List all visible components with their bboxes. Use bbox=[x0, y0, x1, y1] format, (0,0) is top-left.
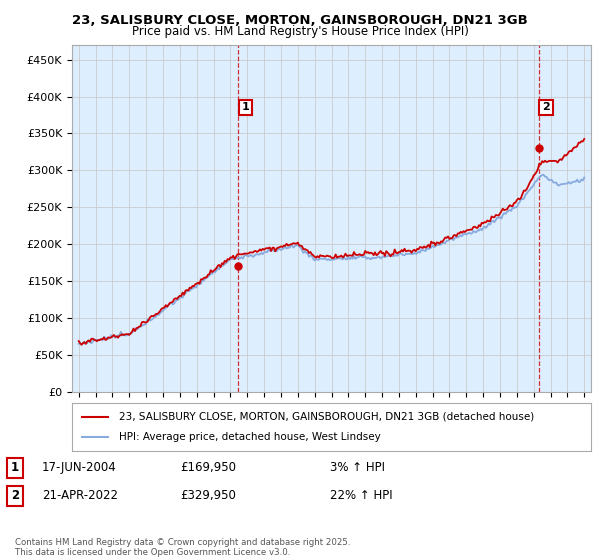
Text: 3% ↑ HPI: 3% ↑ HPI bbox=[330, 461, 385, 474]
Text: 23, SALISBURY CLOSE, MORTON, GAINSBOROUGH, DN21 3GB: 23, SALISBURY CLOSE, MORTON, GAINSBOROUG… bbox=[72, 14, 528, 27]
Text: £329,950: £329,950 bbox=[180, 489, 236, 502]
Text: Price paid vs. HM Land Registry's House Price Index (HPI): Price paid vs. HM Land Registry's House … bbox=[131, 25, 469, 38]
Text: 1: 1 bbox=[242, 102, 249, 113]
Text: 1: 1 bbox=[11, 461, 19, 474]
Text: 21-APR-2022: 21-APR-2022 bbox=[42, 489, 118, 502]
Text: 2: 2 bbox=[11, 489, 19, 502]
Text: HPI: Average price, detached house, West Lindsey: HPI: Average price, detached house, West… bbox=[119, 432, 380, 442]
Text: 22% ↑ HPI: 22% ↑ HPI bbox=[330, 489, 392, 502]
Text: £169,950: £169,950 bbox=[180, 461, 236, 474]
Text: Contains HM Land Registry data © Crown copyright and database right 2025.
This d: Contains HM Land Registry data © Crown c… bbox=[15, 538, 350, 557]
Text: 23, SALISBURY CLOSE, MORTON, GAINSBOROUGH, DN21 3GB (detached house): 23, SALISBURY CLOSE, MORTON, GAINSBOROUG… bbox=[119, 412, 534, 422]
Text: 17-JUN-2004: 17-JUN-2004 bbox=[42, 461, 117, 474]
Text: 2: 2 bbox=[542, 102, 550, 113]
